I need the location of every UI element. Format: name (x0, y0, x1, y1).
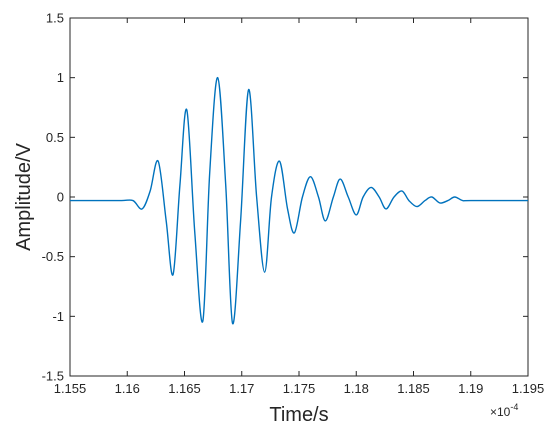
y-axis: -1.5 -1 -0.5 0 0.5 1 1.5 (42, 11, 528, 384)
y-tick-label: -0.5 (42, 249, 64, 264)
y-tick-label: -1 (52, 309, 64, 324)
x-tick-label: 1.195 (512, 381, 545, 396)
y-tick-label: 0.5 (46, 130, 64, 145)
x-tick-label: 1.18 (344, 381, 369, 396)
series-line (70, 76, 528, 325)
x-exponent-base: ×10 (490, 405, 511, 419)
x-tick-label: 1.165 (168, 381, 201, 396)
x-exponent-power: -4 (510, 402, 518, 412)
x-tick-label: 1.17 (229, 381, 254, 396)
x-axis: 1.155 1.16 1.165 1.17 1.175 1.18 1.185 1.19 1.19… (54, 18, 545, 396)
x-exponent-label: ×10-4 (490, 402, 518, 419)
x-tick-label: 1.155 (54, 381, 87, 396)
x-axis-label: Time/s (269, 404, 328, 426)
y-tick-label: 0 (57, 190, 64, 205)
x-tick-label: 1.19 (458, 381, 483, 396)
x-tick-label: 1.185 (397, 381, 430, 396)
plot-area (69, 17, 529, 377)
y-tick-label: -1.5 (42, 369, 64, 384)
x-tick-label: 1.175 (283, 381, 316, 396)
y-tick-label: 1 (57, 70, 64, 85)
y-axis-label: Amplitude/V (13, 142, 35, 250)
y-tick-label: 1.5 (46, 11, 64, 26)
x-tick-label: 1.16 (115, 381, 140, 396)
